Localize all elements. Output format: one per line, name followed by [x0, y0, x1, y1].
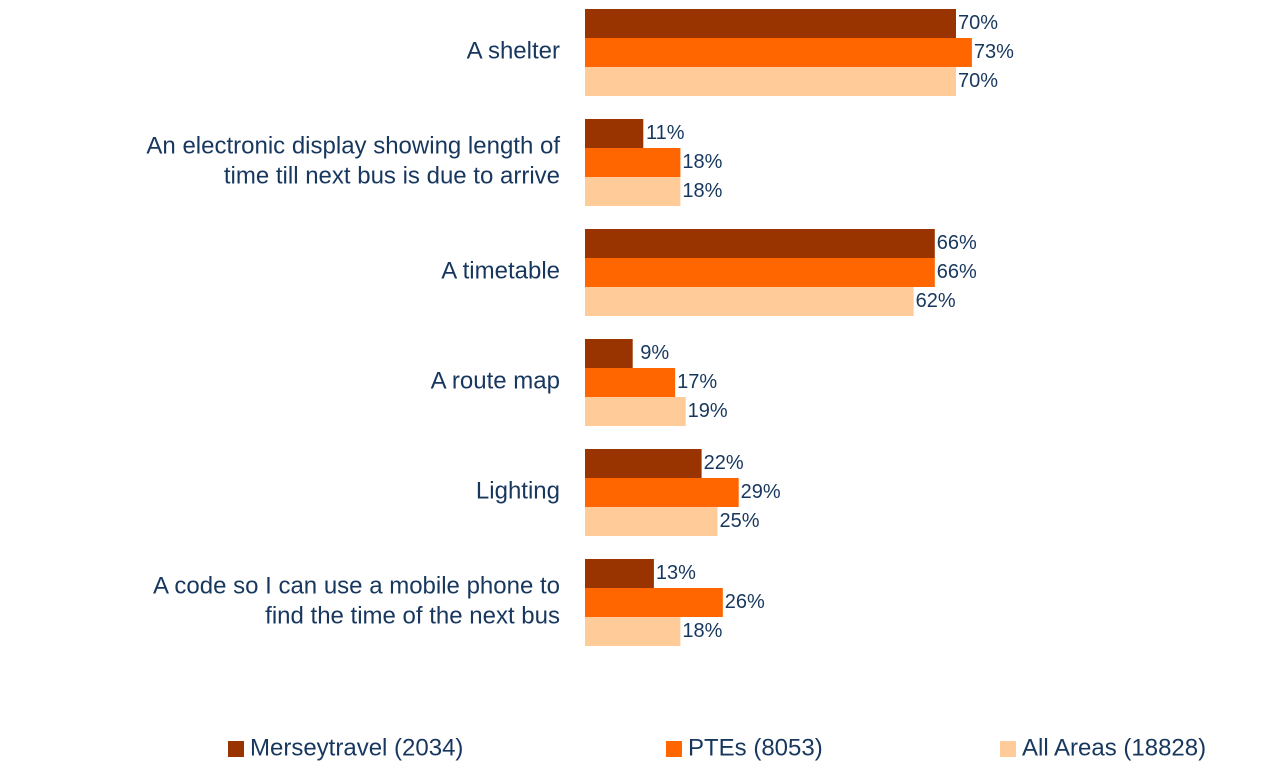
value-label: 25% [719, 510, 759, 532]
category-line: Lighting [476, 478, 560, 505]
bar [585, 559, 654, 588]
category-label: A route map [431, 368, 560, 395]
category-label: A shelter [467, 38, 560, 65]
bar [585, 449, 702, 478]
bar [585, 67, 956, 96]
legend-swatch [1000, 741, 1016, 757]
category-label: Lighting [476, 478, 560, 505]
value-label: 19% [688, 400, 728, 422]
bar [585, 148, 681, 177]
bar [585, 258, 935, 287]
bar [585, 229, 935, 258]
bar [585, 397, 686, 426]
category-label: An electronic display showing length of t… [146, 133, 560, 190]
category-line: A shelter [467, 38, 560, 65]
value-label: 22% [704, 452, 744, 474]
category-label: A code so I can use a mobile phone to fin… [153, 573, 560, 630]
value-label: 62% [916, 290, 956, 312]
category-line: A code so I can use a mobile phone to [153, 573, 560, 600]
value-label: 11% [646, 122, 685, 144]
value-label: 18% [682, 180, 722, 202]
legend-label: Merseytravel (2034) [250, 734, 463, 761]
value-label: 26% [725, 591, 765, 613]
legend-swatch [666, 741, 682, 757]
value-label: 66% [937, 232, 977, 254]
value-label: 9% [640, 342, 669, 364]
bar [585, 339, 633, 368]
category-line: A route map [431, 368, 560, 395]
category-line: find the time of the next bus [265, 603, 560, 630]
legend-label: PTEs (8053) [688, 734, 823, 761]
legend-swatch [228, 741, 244, 757]
bar [585, 119, 644, 148]
value-label: 29% [741, 481, 781, 503]
value-label: 18% [682, 151, 722, 173]
legend-label: All Areas (18828) [1022, 734, 1206, 761]
value-label: 18% [682, 620, 722, 642]
category-line: time till next bus is due to arrive [224, 163, 560, 190]
bar [585, 617, 681, 646]
value-label: 73% [974, 41, 1014, 63]
value-label: 66% [937, 261, 977, 283]
category-line: A timetable [441, 258, 560, 285]
bar [585, 9, 956, 38]
bar [585, 588, 723, 617]
bar [585, 38, 972, 67]
value-label: 70% [958, 70, 998, 92]
value-label: 70% [958, 12, 998, 34]
category-label: A timetable [441, 258, 560, 285]
category-line: An electronic display showing length of [146, 133, 560, 160]
bar [585, 177, 681, 206]
bar [585, 507, 718, 536]
bar [585, 478, 739, 507]
value-label: 13% [656, 562, 696, 584]
bar [585, 287, 914, 316]
value-label: 17% [677, 371, 717, 393]
bar [585, 368, 676, 397]
